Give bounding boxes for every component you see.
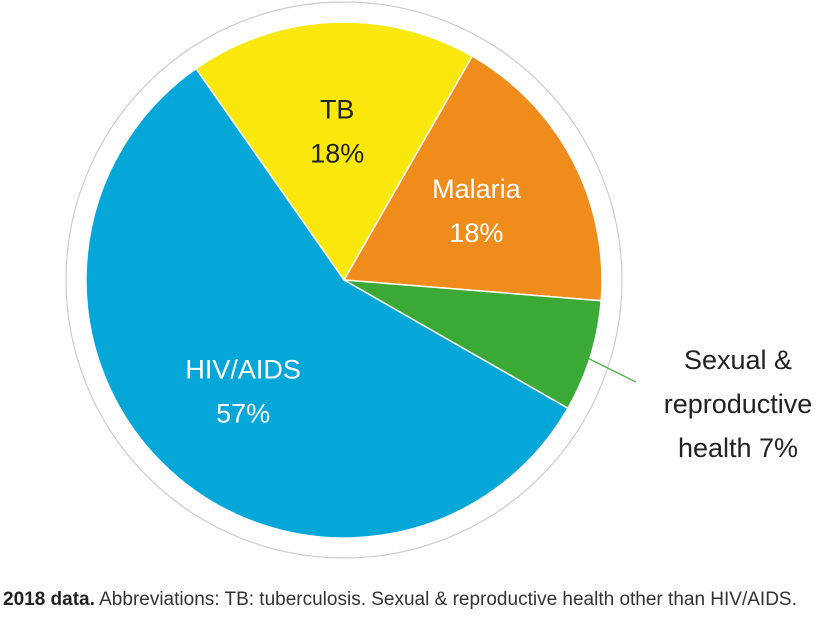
pie-chart: TB 18% Malaria 18% Sexual & reproductive healt… — [65, 1, 812, 559]
slice-label-line: 18% — [449, 218, 503, 248]
caption-text: Abbreviations: TB: tuberculosis. Sexual … — [94, 589, 797, 610]
leader-line-sexual-and-reproductive-health — [572, 350, 637, 383]
slice-label-line: Malaria — [432, 174, 522, 204]
pie-outline-ring — [65, 1, 623, 559]
pie-slice-malaria — [342, 55, 603, 302]
chart-caption: 2018 data. Abbreviations: TB: tuberculos… — [3, 586, 825, 614]
slice-label-tb: TB 18% — [310, 95, 364, 169]
pie-slice-tb — [194, 21, 474, 282]
slice-label-line: health 7% — [678, 433, 798, 463]
slice-label-line: 57% — [216, 399, 270, 429]
pie-slices — [85, 21, 603, 539]
slice-label-line: Sexual & — [684, 345, 792, 375]
slice-label-sexual-and-reproductive-health: Sexual & reproductive health 7% — [664, 345, 813, 463]
pie-slice-sexual-and-reproductive-health — [343, 279, 602, 410]
slice-label-line: 18% — [310, 139, 364, 169]
pie-slice-hiv-aids — [85, 67, 569, 539]
pie-labels: TB 18% Malaria 18% Sexual & reproductive healt… — [185, 95, 812, 463]
slice-label-line: HIV/AIDS — [185, 355, 301, 385]
caption-bold: 2018 data. — [3, 589, 95, 610]
slice-label-hiv-aids: HIV/AIDS 57% — [185, 355, 301, 429]
slice-label-line: TB — [320, 95, 355, 125]
slice-label-malaria: Malaria 18% — [432, 174, 522, 248]
slice-label-line: reproductive — [664, 389, 813, 419]
